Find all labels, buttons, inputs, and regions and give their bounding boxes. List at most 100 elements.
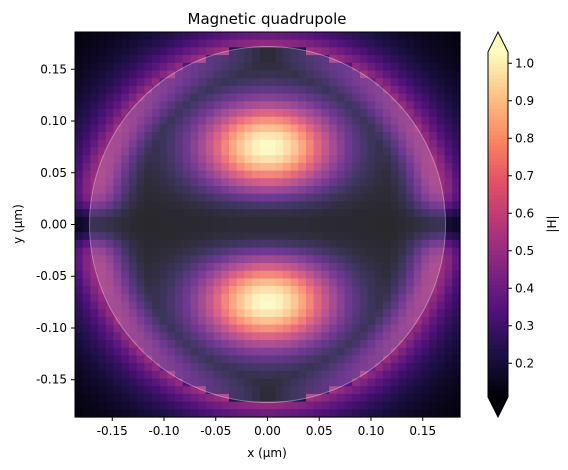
heatmap-cell [383, 224, 392, 233]
heatmap-cell [205, 116, 215, 125]
heatmap-cell [82, 332, 91, 341]
heatmap-cell [259, 409, 269, 418]
heatmap-cell [383, 378, 392, 387]
heatmap-cell [321, 263, 330, 272]
heatmap-cell [344, 239, 353, 249]
heatmap-cell [190, 124, 199, 133]
heatmap-cell [383, 101, 392, 110]
heatmap-cell [82, 186, 91, 195]
heatmap-cell [398, 109, 407, 118]
heatmap-cell [136, 132, 145, 141]
heatmap-cell [375, 78, 384, 87]
heatmap-cell [267, 293, 276, 303]
heatmap-cell [75, 124, 84, 133]
heatmap-cell [244, 332, 253, 341]
heatmap-cell [159, 124, 168, 133]
heatmap-cell [105, 70, 115, 79]
heatmap-cell [213, 247, 222, 256]
heatmap-cell [152, 216, 161, 226]
heatmap-cell [444, 332, 453, 341]
heatmap-cell [213, 324, 222, 333]
heatmap-cell [413, 109, 423, 118]
heatmap-cell [267, 386, 276, 395]
heatmap-cell [313, 55, 322, 64]
heatmap-cell [175, 101, 184, 110]
heatmap-cell [244, 370, 253, 380]
heatmap-cell [144, 209, 153, 218]
heatmap-cell [167, 124, 176, 133]
heatmap-cell [359, 316, 369, 326]
heatmap-cell [167, 270, 176, 279]
heatmap-cell [452, 286, 461, 295]
heatmap-cell [175, 278, 184, 287]
heatmap-cell [436, 378, 446, 387]
heatmap-cell [82, 401, 91, 410]
heatmap-cell [75, 409, 84, 418]
heatmap-cell [306, 263, 315, 272]
heatmap-cell [390, 124, 399, 133]
heatmap-cell [229, 263, 238, 272]
heatmap-cell [306, 239, 315, 249]
heatmap-cell [313, 263, 322, 272]
heatmap-cell [336, 332, 346, 341]
heatmap-cell [444, 232, 453, 241]
heatmap-cell [259, 355, 269, 364]
heatmap-cell [175, 316, 184, 326]
heatmap-cell [298, 101, 307, 110]
heatmap-cell [252, 109, 261, 118]
heatmap-cell [252, 155, 261, 164]
heatmap-cell [190, 162, 199, 172]
heatmap-cell [436, 39, 446, 48]
heatmap-cell [152, 232, 161, 241]
heatmap-cell [306, 401, 315, 410]
heatmap-cell [98, 101, 107, 110]
heatmap-cell [121, 270, 130, 279]
heatmap-cell [198, 263, 207, 272]
heatmap-cell [444, 301, 453, 310]
heatmap-cell [429, 293, 438, 303]
heatmap-cell [352, 347, 361, 356]
heatmap-cell [383, 347, 392, 356]
heatmap-cell [398, 278, 407, 287]
heatmap-cell [336, 232, 346, 241]
heatmap-cell [306, 47, 315, 56]
heatmap-cell [452, 155, 461, 164]
heatmap-cell [144, 263, 153, 272]
heatmap-cell [205, 170, 215, 179]
heatmap-cell [413, 270, 423, 279]
heatmap-cell [413, 247, 423, 256]
heatmap-cell [252, 147, 261, 156]
heatmap-cell [121, 263, 130, 272]
heatmap-cell [329, 270, 338, 279]
heatmap-cell [198, 178, 207, 187]
heatmap-cell [113, 32, 122, 41]
heatmap-cell [121, 278, 130, 287]
heatmap-cell [128, 401, 138, 410]
heatmap-cell [352, 409, 361, 418]
heatmap-cell [352, 170, 361, 179]
heatmap-cell [221, 124, 230, 133]
heatmap-cell [229, 155, 238, 164]
heatmap-cell [75, 55, 84, 64]
heatmap-cell [429, 401, 438, 410]
heatmap-cell [167, 55, 176, 64]
heatmap-cell [105, 263, 115, 272]
heatmap-cell [144, 193, 153, 202]
heatmap-cell [367, 293, 376, 303]
heatmap-cell [190, 193, 199, 202]
heatmap-cell [282, 363, 292, 372]
heatmap-cell [175, 216, 184, 226]
heatmap-cell [436, 78, 446, 87]
heatmap-cell [390, 347, 399, 356]
heatmap-cell [290, 316, 299, 326]
heatmap-cell [113, 101, 122, 110]
heatmap-cell [221, 55, 230, 64]
heatmap-cell [406, 70, 415, 79]
heatmap-cell [121, 155, 130, 164]
heatmap-cell [144, 178, 153, 187]
heatmap-cell [90, 232, 99, 241]
heatmap-cell [329, 209, 338, 218]
heatmap-cell [259, 393, 269, 403]
heatmap-cell [213, 93, 222, 102]
heatmap-cell [421, 386, 430, 395]
